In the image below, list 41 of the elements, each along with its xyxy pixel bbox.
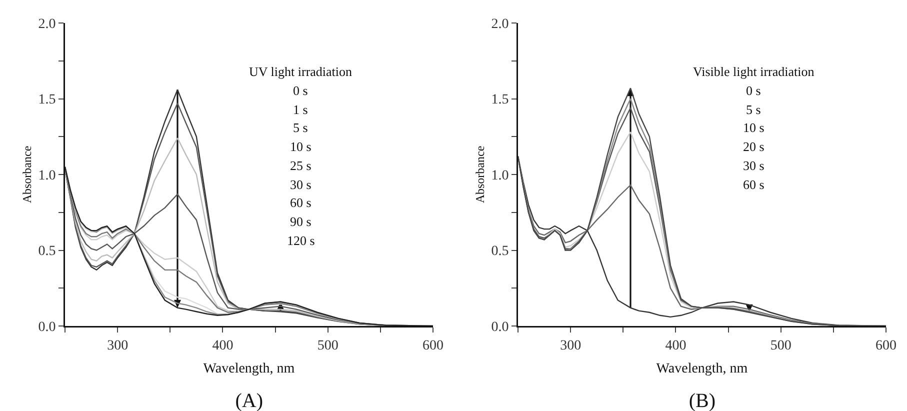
- annotation: 25 s: [290, 158, 312, 173]
- x-tick-label: 600: [422, 338, 444, 354]
- annotation: 120 s: [287, 233, 315, 248]
- annotation: 30 s: [743, 158, 764, 173]
- annotation: 1 s: [293, 102, 308, 117]
- y-tick-label: 2.0: [491, 16, 509, 32]
- x-tick-label: 600: [876, 338, 896, 354]
- annotation: UV light irradiation: [249, 64, 353, 79]
- x-tick-label: 400: [212, 338, 234, 354]
- annotation: Visible light irradiation: [693, 64, 815, 79]
- text: (A): [235, 390, 264, 411]
- y-tick-label: 2.0: [38, 16, 56, 32]
- x-tick-label: 300: [560, 338, 582, 354]
- annotation: 20 s: [743, 139, 764, 154]
- x-tick-label: 400: [665, 338, 686, 354]
- annotation: 60 s: [290, 195, 312, 210]
- x-axis-title: Wavelength, nm: [203, 361, 295, 376]
- y-tick-label: 1.0: [491, 168, 509, 184]
- annotation: 60 s: [743, 177, 764, 192]
- y-tick-label: 0.5: [491, 244, 509, 260]
- annotation: 0 s: [293, 83, 308, 98]
- y-tick-label: 1.5: [491, 92, 509, 108]
- x-tick-label: 500: [770, 338, 792, 354]
- y-tick-label: 0.5: [38, 244, 56, 260]
- text: (B): [688, 390, 716, 411]
- y-axis-title: Absorbance: [20, 146, 34, 204]
- text: 0.0: [491, 320, 509, 335]
- annotation: 90 s: [290, 214, 312, 229]
- annotation: 0 s: [746, 83, 761, 98]
- annotation: 5 s: [746, 102, 761, 117]
- y-tick-label: 1.5: [38, 92, 56, 108]
- y-axis-title: Absorbance: [472, 146, 487, 204]
- annotation: 10 s: [290, 139, 312, 154]
- x-tick-label: 500: [317, 338, 338, 354]
- annotation: 5 s: [293, 120, 308, 135]
- y-tick-label: 1.0: [38, 168, 56, 184]
- annotation: 10 s: [743, 120, 764, 135]
- x-axis-title: Wavelength, nm: [656, 361, 748, 376]
- annotation: 30 s: [290, 177, 312, 192]
- text: 0.0: [38, 320, 56, 335]
- x-tick-label: 300: [107, 338, 128, 354]
